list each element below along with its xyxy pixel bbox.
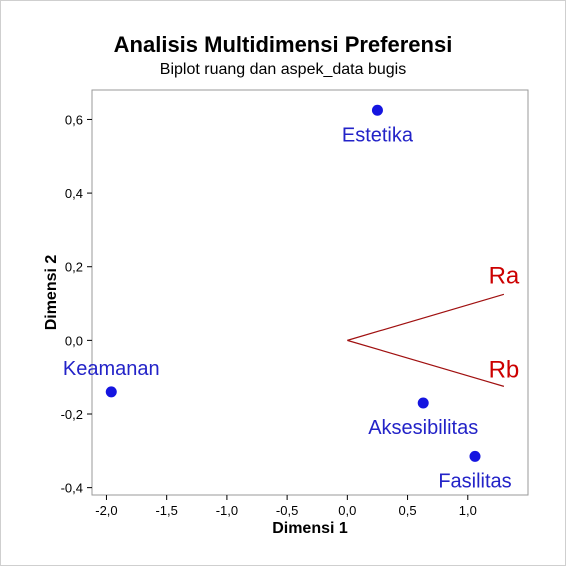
chart-subtitle: Biplot ruang dan aspek_data bugis [160,61,406,78]
point-label: Estetika [342,124,414,146]
y-tick-label: -0,2 [61,407,83,422]
vector-line [347,339,505,387]
vector-label: Rb [489,356,520,383]
x-tick-label: -2,0 [95,503,117,518]
point-layer: Estetika Keamanan Aksesibilitas Fasilitas [63,104,512,492]
x-tick-label: 0,0 [338,503,356,518]
vector-layer: Ra Rb [347,262,520,387]
x-axis-title: Dimensi 1 [272,520,348,537]
y-tick-label: -0,4 [61,481,83,496]
x-axis: -2,0 -1,5 -1,0 -0,5 0,0 0,5 1,0 [95,495,477,518]
y-tick-label: 0,2 [65,260,83,275]
data-point [371,104,383,116]
point-label: Aksesibilitas [368,417,478,439]
y-axis: -0,4 -0,2 0,0 0,2 0,4 0,6 [61,112,92,496]
y-tick-label: 0,6 [65,112,83,127]
x-tick-label: 0,5 [399,503,417,518]
y-tick-label: 0,4 [65,186,83,201]
vector-line [347,293,505,341]
plot-area [91,89,529,496]
chart-title: Analisis Multidimensi Preferensi [114,32,453,57]
x-tick-label: 1,0 [459,503,477,518]
point-label: Keamanan [63,358,160,380]
vector-label: Ra [489,262,520,289]
point-label: Fasilitas [438,470,511,492]
x-tick-label: -1,0 [216,503,238,518]
y-tick-label: 0,0 [65,333,83,348]
data-point [417,397,429,409]
y-axis-title: Dimensi 2 [43,255,60,331]
data-point [469,450,481,462]
data-point [105,386,117,398]
x-tick-label: -1,5 [155,503,177,518]
x-tick-label: -0,5 [276,503,298,518]
